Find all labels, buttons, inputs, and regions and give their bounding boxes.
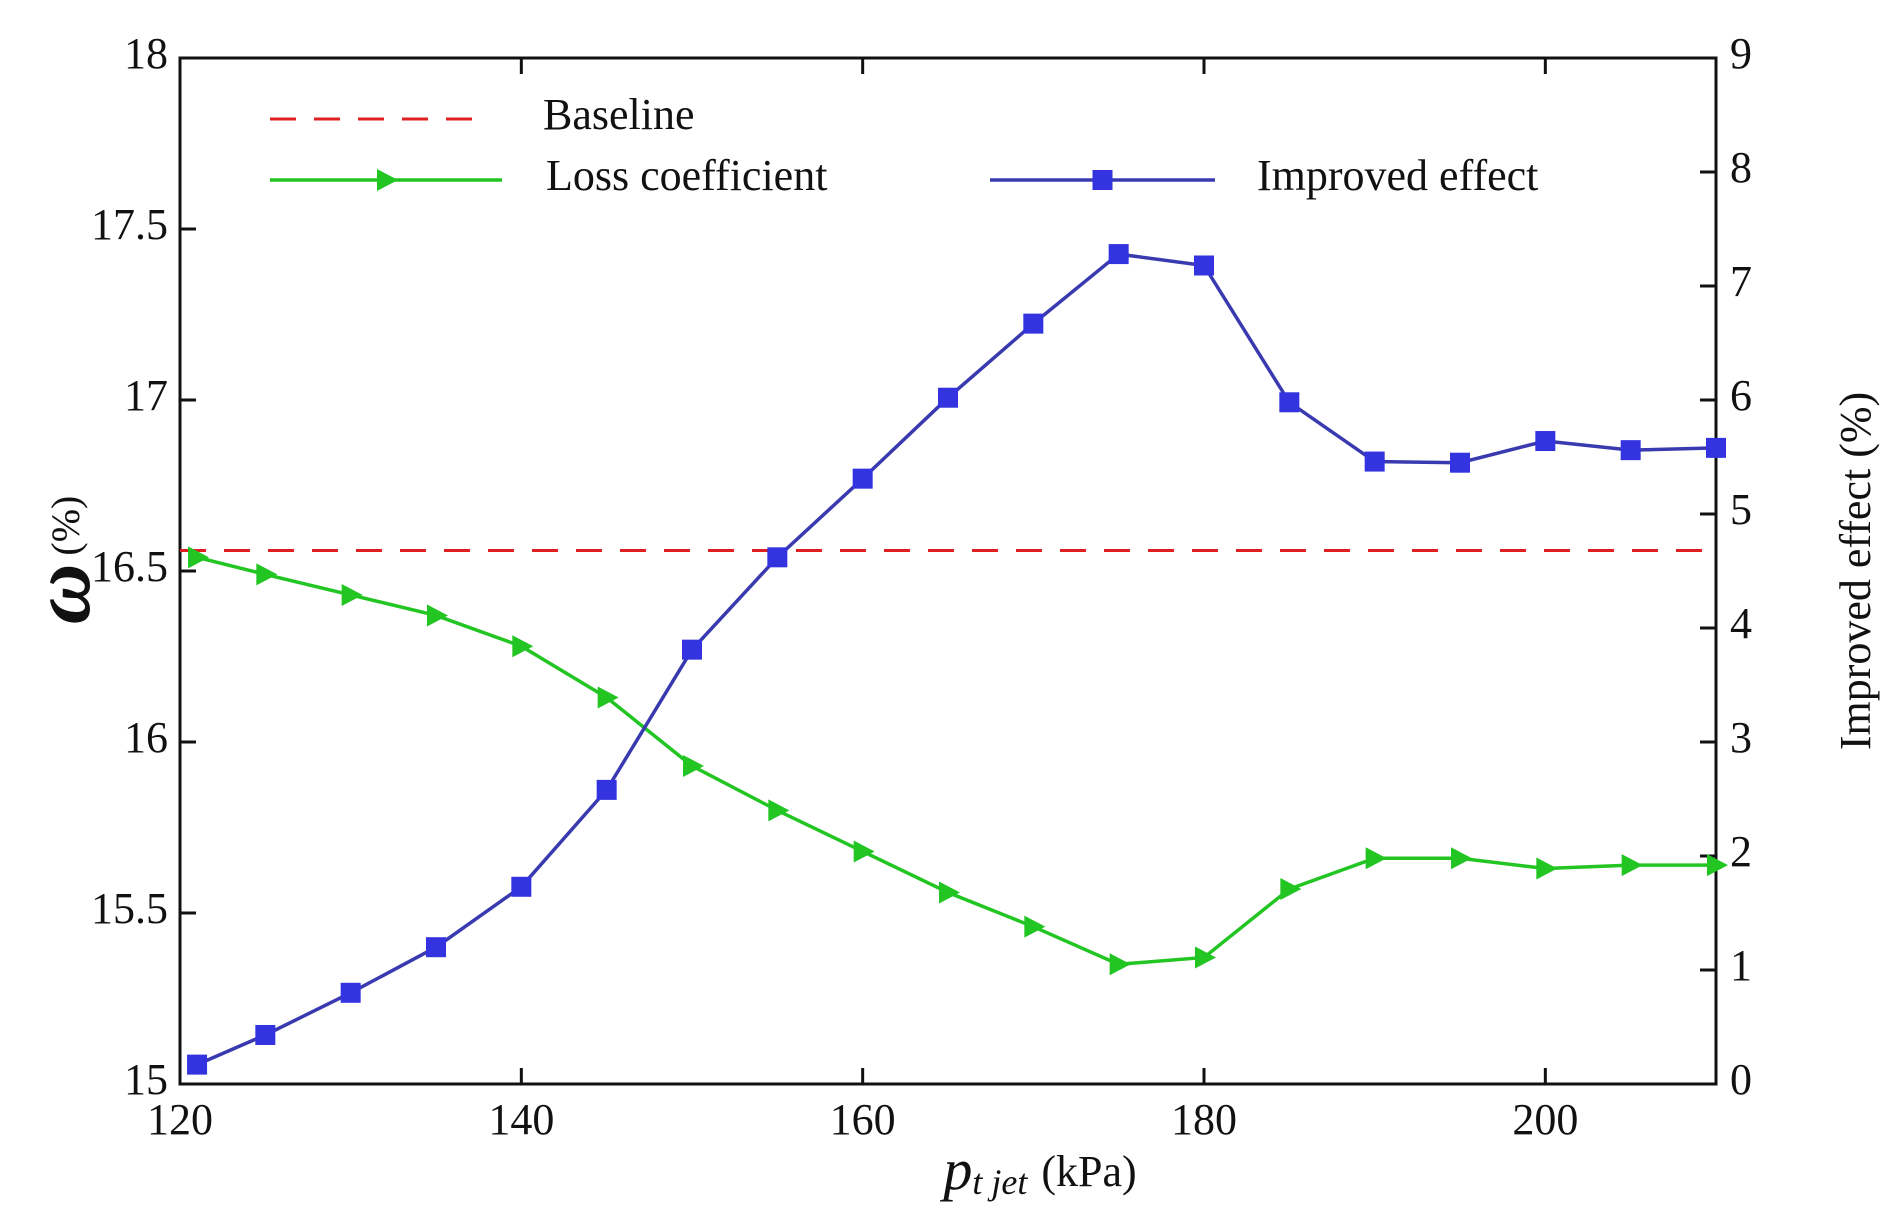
data-point bbox=[1536, 857, 1558, 880]
data-point bbox=[939, 881, 960, 904]
data-point bbox=[1451, 847, 1472, 870]
data-point bbox=[511, 876, 532, 897]
data-point bbox=[255, 1024, 276, 1045]
x-label-unit: (kPa) bbox=[1041, 1147, 1136, 1196]
y-axis-label: ω (%) bbox=[15, 496, 108, 625]
data-point bbox=[1450, 452, 1470, 473]
y-tick-label: 15 bbox=[124, 1055, 168, 1104]
y2-tick-label: 9 bbox=[1730, 29, 1752, 78]
data-point bbox=[683, 754, 704, 777]
x-label-subscript: t jet bbox=[972, 1162, 1028, 1202]
y2-tick-label: 6 bbox=[1730, 371, 1752, 420]
y2-tick-label: 2 bbox=[1730, 827, 1752, 876]
data-point bbox=[340, 982, 361, 1003]
data-point bbox=[1280, 878, 1302, 901]
data-point bbox=[1279, 392, 1300, 413]
y-label-unit: (%) bbox=[43, 496, 88, 556]
data-point bbox=[1706, 437, 1726, 458]
data-point bbox=[188, 546, 210, 569]
data-point bbox=[1195, 946, 1216, 969]
legend-label: Improved effect bbox=[1257, 151, 1538, 200]
legend-label: Loss coefficient bbox=[546, 151, 827, 200]
data-point bbox=[1621, 854, 1643, 877]
data-point bbox=[1024, 915, 1046, 938]
data-point bbox=[767, 547, 788, 568]
x-tick-label: 120 bbox=[147, 1095, 213, 1144]
y2-axis-label: Improved effect (%) bbox=[1831, 392, 1880, 750]
data-point bbox=[852, 468, 873, 489]
series-line bbox=[196, 555, 1716, 967]
data-point bbox=[682, 639, 702, 660]
data-point bbox=[597, 686, 619, 709]
data-point bbox=[1023, 313, 1044, 334]
data-point bbox=[427, 604, 448, 627]
data-point bbox=[853, 840, 875, 863]
series-line bbox=[196, 252, 1717, 1067]
x-axis-label: pt jet (kPa) bbox=[939, 1137, 1136, 1202]
legend-marker bbox=[1092, 170, 1113, 190]
x-tick-label: 140 bbox=[488, 1095, 554, 1144]
y-label-symbol: ω bbox=[15, 564, 108, 625]
data-point bbox=[1109, 953, 1131, 976]
legend-marker bbox=[377, 169, 398, 191]
data-point bbox=[512, 635, 534, 658]
y2-tick-label: 4 bbox=[1730, 599, 1752, 648]
data-point bbox=[1364, 451, 1385, 472]
data-point bbox=[596, 779, 617, 800]
y-tick-label: 17 bbox=[124, 371, 168, 420]
y2-tick-label: 5 bbox=[1730, 485, 1752, 534]
data-point bbox=[1108, 244, 1129, 265]
y2-tick-label: 7 bbox=[1730, 257, 1752, 306]
data-point bbox=[256, 563, 278, 586]
plot-frame bbox=[178, 56, 1718, 1086]
x-label-symbol: p bbox=[939, 1137, 972, 1202]
data-point bbox=[1365, 847, 1387, 870]
data-point bbox=[1194, 255, 1214, 276]
legend-label: Baseline bbox=[543, 90, 695, 139]
x-tick-label: 160 bbox=[830, 1095, 896, 1144]
data-point bbox=[1707, 854, 1728, 877]
data-point bbox=[768, 799, 790, 822]
x-tick-label: 180 bbox=[1171, 1095, 1237, 1144]
y2-tick-label: 1 bbox=[1730, 941, 1752, 990]
y-tick-label: 16.5 bbox=[91, 542, 168, 591]
data-point bbox=[1620, 440, 1641, 461]
data-point bbox=[938, 387, 958, 408]
y2-tick-label: 3 bbox=[1730, 713, 1752, 762]
y-tick-label: 15.5 bbox=[91, 884, 168, 933]
y2-tick-label: 0 bbox=[1730, 1055, 1752, 1104]
data-point bbox=[1535, 431, 1556, 452]
y-tick-label: 18 bbox=[124, 29, 168, 78]
x-tick-label: 200 bbox=[1512, 1095, 1578, 1144]
y-tick-label: 16 bbox=[124, 713, 168, 762]
y-tick-label: 17.5 bbox=[91, 200, 168, 249]
data-point bbox=[341, 583, 363, 606]
y2-tick-label: 8 bbox=[1730, 143, 1752, 192]
data-point bbox=[426, 937, 446, 958]
data-point bbox=[187, 1054, 208, 1075]
